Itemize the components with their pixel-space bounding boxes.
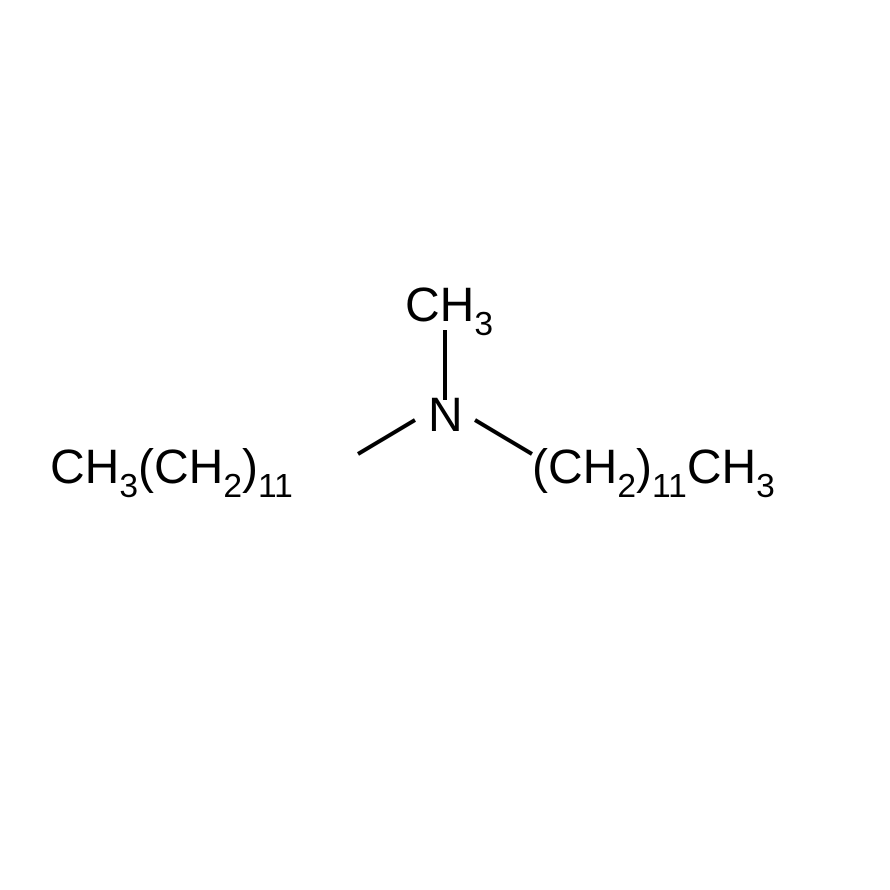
nitrogen-label: N bbox=[428, 388, 463, 443]
methyl-top-label: CH3 bbox=[405, 278, 493, 341]
left-chain-label: CH3(CH2)11 bbox=[50, 440, 293, 503]
right-chain-label: (CH2)11CH3 bbox=[532, 440, 775, 503]
structure-canvas: CH3 N CH3(CH2)11 (CH2)11CH3 bbox=[0, 0, 890, 890]
